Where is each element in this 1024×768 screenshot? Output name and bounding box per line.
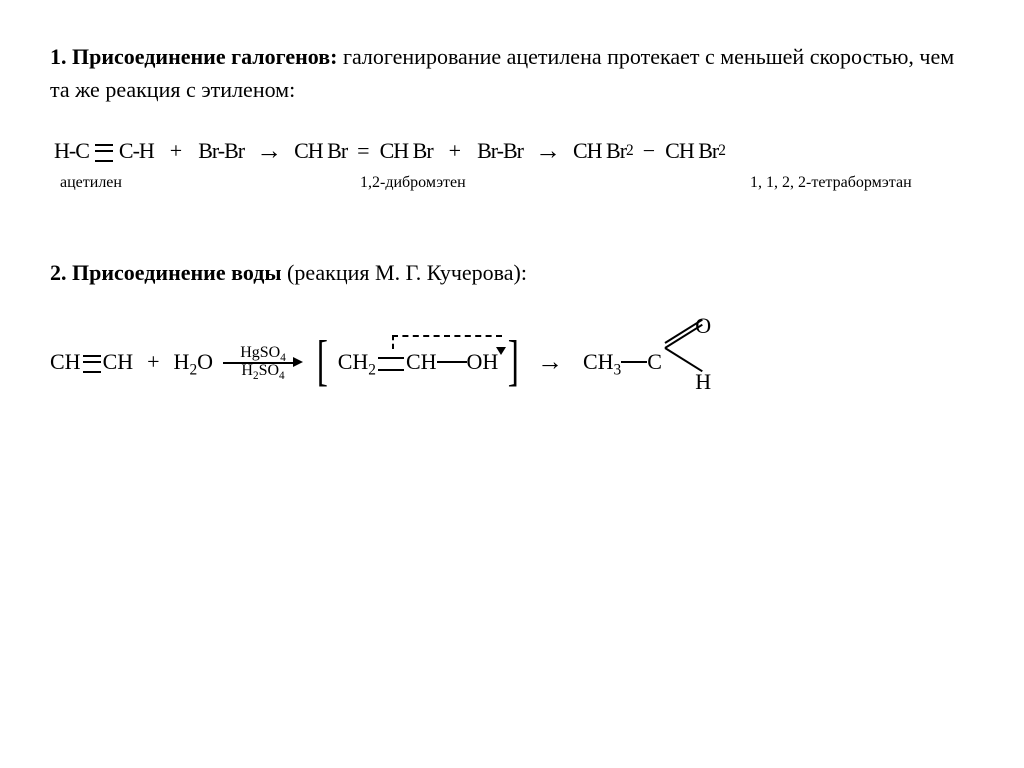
aldehyde-ch3-sub: 3 bbox=[614, 361, 622, 378]
equation1-row: H-C C-H + Br-Br → CH Br = CH Br + Br-Br … bbox=[50, 136, 974, 166]
water-sub: 2 bbox=[189, 361, 197, 378]
single-bond-icon-2 bbox=[621, 361, 647, 363]
equals: = bbox=[357, 138, 369, 164]
arrow3: → bbox=[537, 347, 563, 377]
tetrabromo-left-base: CH Br bbox=[573, 138, 626, 164]
arrow2: → bbox=[535, 136, 561, 166]
aldehyde-carbon: C O H bbox=[647, 349, 662, 375]
acetaldehyde: CH3 C O H bbox=[583, 349, 662, 375]
catalyst-bot-so: SO bbox=[259, 362, 279, 379]
aldehyde-c-label: C bbox=[647, 349, 662, 374]
alkyne-left: CH bbox=[50, 349, 81, 375]
right-bracket-icon: ] bbox=[508, 345, 519, 379]
section1-title-bold: Присоединение галогенов: bbox=[72, 44, 337, 69]
br2-2: Br-Br bbox=[477, 138, 523, 164]
enol-intermediate: CH2 CH OH bbox=[332, 349, 505, 375]
enol-ch: CH bbox=[406, 349, 437, 375]
label-acetylene: ацетилен bbox=[60, 174, 122, 192]
enol-oh: OH bbox=[467, 349, 499, 375]
plus3: + bbox=[147, 349, 159, 375]
dashed-rearrangement-icon bbox=[392, 335, 503, 349]
reaction-arrow-conditions: HgSO4 H2SO4 bbox=[223, 344, 303, 379]
enol-ch2-base: CH bbox=[338, 349, 369, 374]
catalyst-bot-h: H bbox=[241, 362, 253, 379]
section2-heading: 2. Присоединение воды (реакция М. Г. Куч… bbox=[50, 256, 974, 289]
label-dibromoethene: 1,2-дибромэтен bbox=[360, 174, 466, 192]
left-bracket-icon: [ bbox=[317, 345, 328, 379]
tetrabromo-right: CH Br2 bbox=[665, 138, 725, 164]
catalyst-bot-sub2: 4 bbox=[279, 370, 285, 382]
enol-ch2: CH2 bbox=[338, 349, 376, 375]
double-bond-icon bbox=[376, 357, 406, 367]
catalyst-bot: H2SO4 bbox=[241, 362, 284, 380]
water: H2O bbox=[174, 349, 213, 375]
aldehyde-ch3: CH3 bbox=[583, 349, 621, 375]
plus1: + bbox=[170, 138, 182, 164]
equation1-labels: ацетилен 1,2-дибромэтен 1, 1, 2, 2-тетра… bbox=[50, 174, 974, 196]
aldehyde-hydrogen: H bbox=[695, 369, 711, 395]
triple-bond-icon-2 bbox=[81, 355, 103, 369]
dashed-arrowhead-icon bbox=[496, 347, 506, 355]
dibromo-right: CH Br bbox=[380, 138, 433, 164]
plus2: + bbox=[449, 138, 461, 164]
water-o: O bbox=[197, 349, 213, 374]
equation2-block: CH CH + H2O HgSO4 H2SO4 [ CH2 CH OH ] → … bbox=[50, 344, 974, 379]
label-tetrabromoethane: 1, 1, 2, 2-тетрабормэтан bbox=[750, 174, 912, 192]
tetrabromo-right-base: CH Br bbox=[665, 138, 718, 164]
arrow1: → bbox=[256, 136, 282, 166]
dibromo-left: CH Br bbox=[294, 138, 347, 164]
catalyst-top: HgSO4 bbox=[240, 344, 286, 362]
alkyne-right: CH bbox=[103, 349, 134, 375]
water-h: H bbox=[174, 349, 190, 374]
section2-title-bold: Присоединение воды bbox=[72, 260, 282, 285]
enol-ch2-sub: 2 bbox=[368, 361, 376, 378]
br2-1: Br-Br bbox=[198, 138, 244, 164]
acetylene-right: C-H bbox=[119, 138, 154, 164]
catalyst-top-base: HgSO bbox=[240, 344, 280, 361]
minus: − bbox=[643, 138, 655, 164]
aldehyde-oxygen: O bbox=[695, 313, 711, 339]
section2-number: 2. bbox=[50, 260, 67, 285]
tetrabromo-left: CH Br2 bbox=[573, 138, 633, 164]
section1-number: 1. bbox=[50, 44, 67, 69]
equation1-block: H-C C-H + Br-Br → CH Br = CH Br + Br-Br … bbox=[50, 136, 974, 196]
single-bond-icon bbox=[437, 361, 467, 363]
aldehyde-ch3-base: CH bbox=[583, 349, 614, 374]
section1-heading: 1. Присоединение галогенов: галогенирова… bbox=[50, 40, 974, 106]
acetylene-left: H-C bbox=[54, 138, 89, 164]
triple-bond-icon bbox=[93, 144, 115, 158]
section2-title-rest: (реакция М. Г. Кучерова): bbox=[287, 260, 527, 285]
